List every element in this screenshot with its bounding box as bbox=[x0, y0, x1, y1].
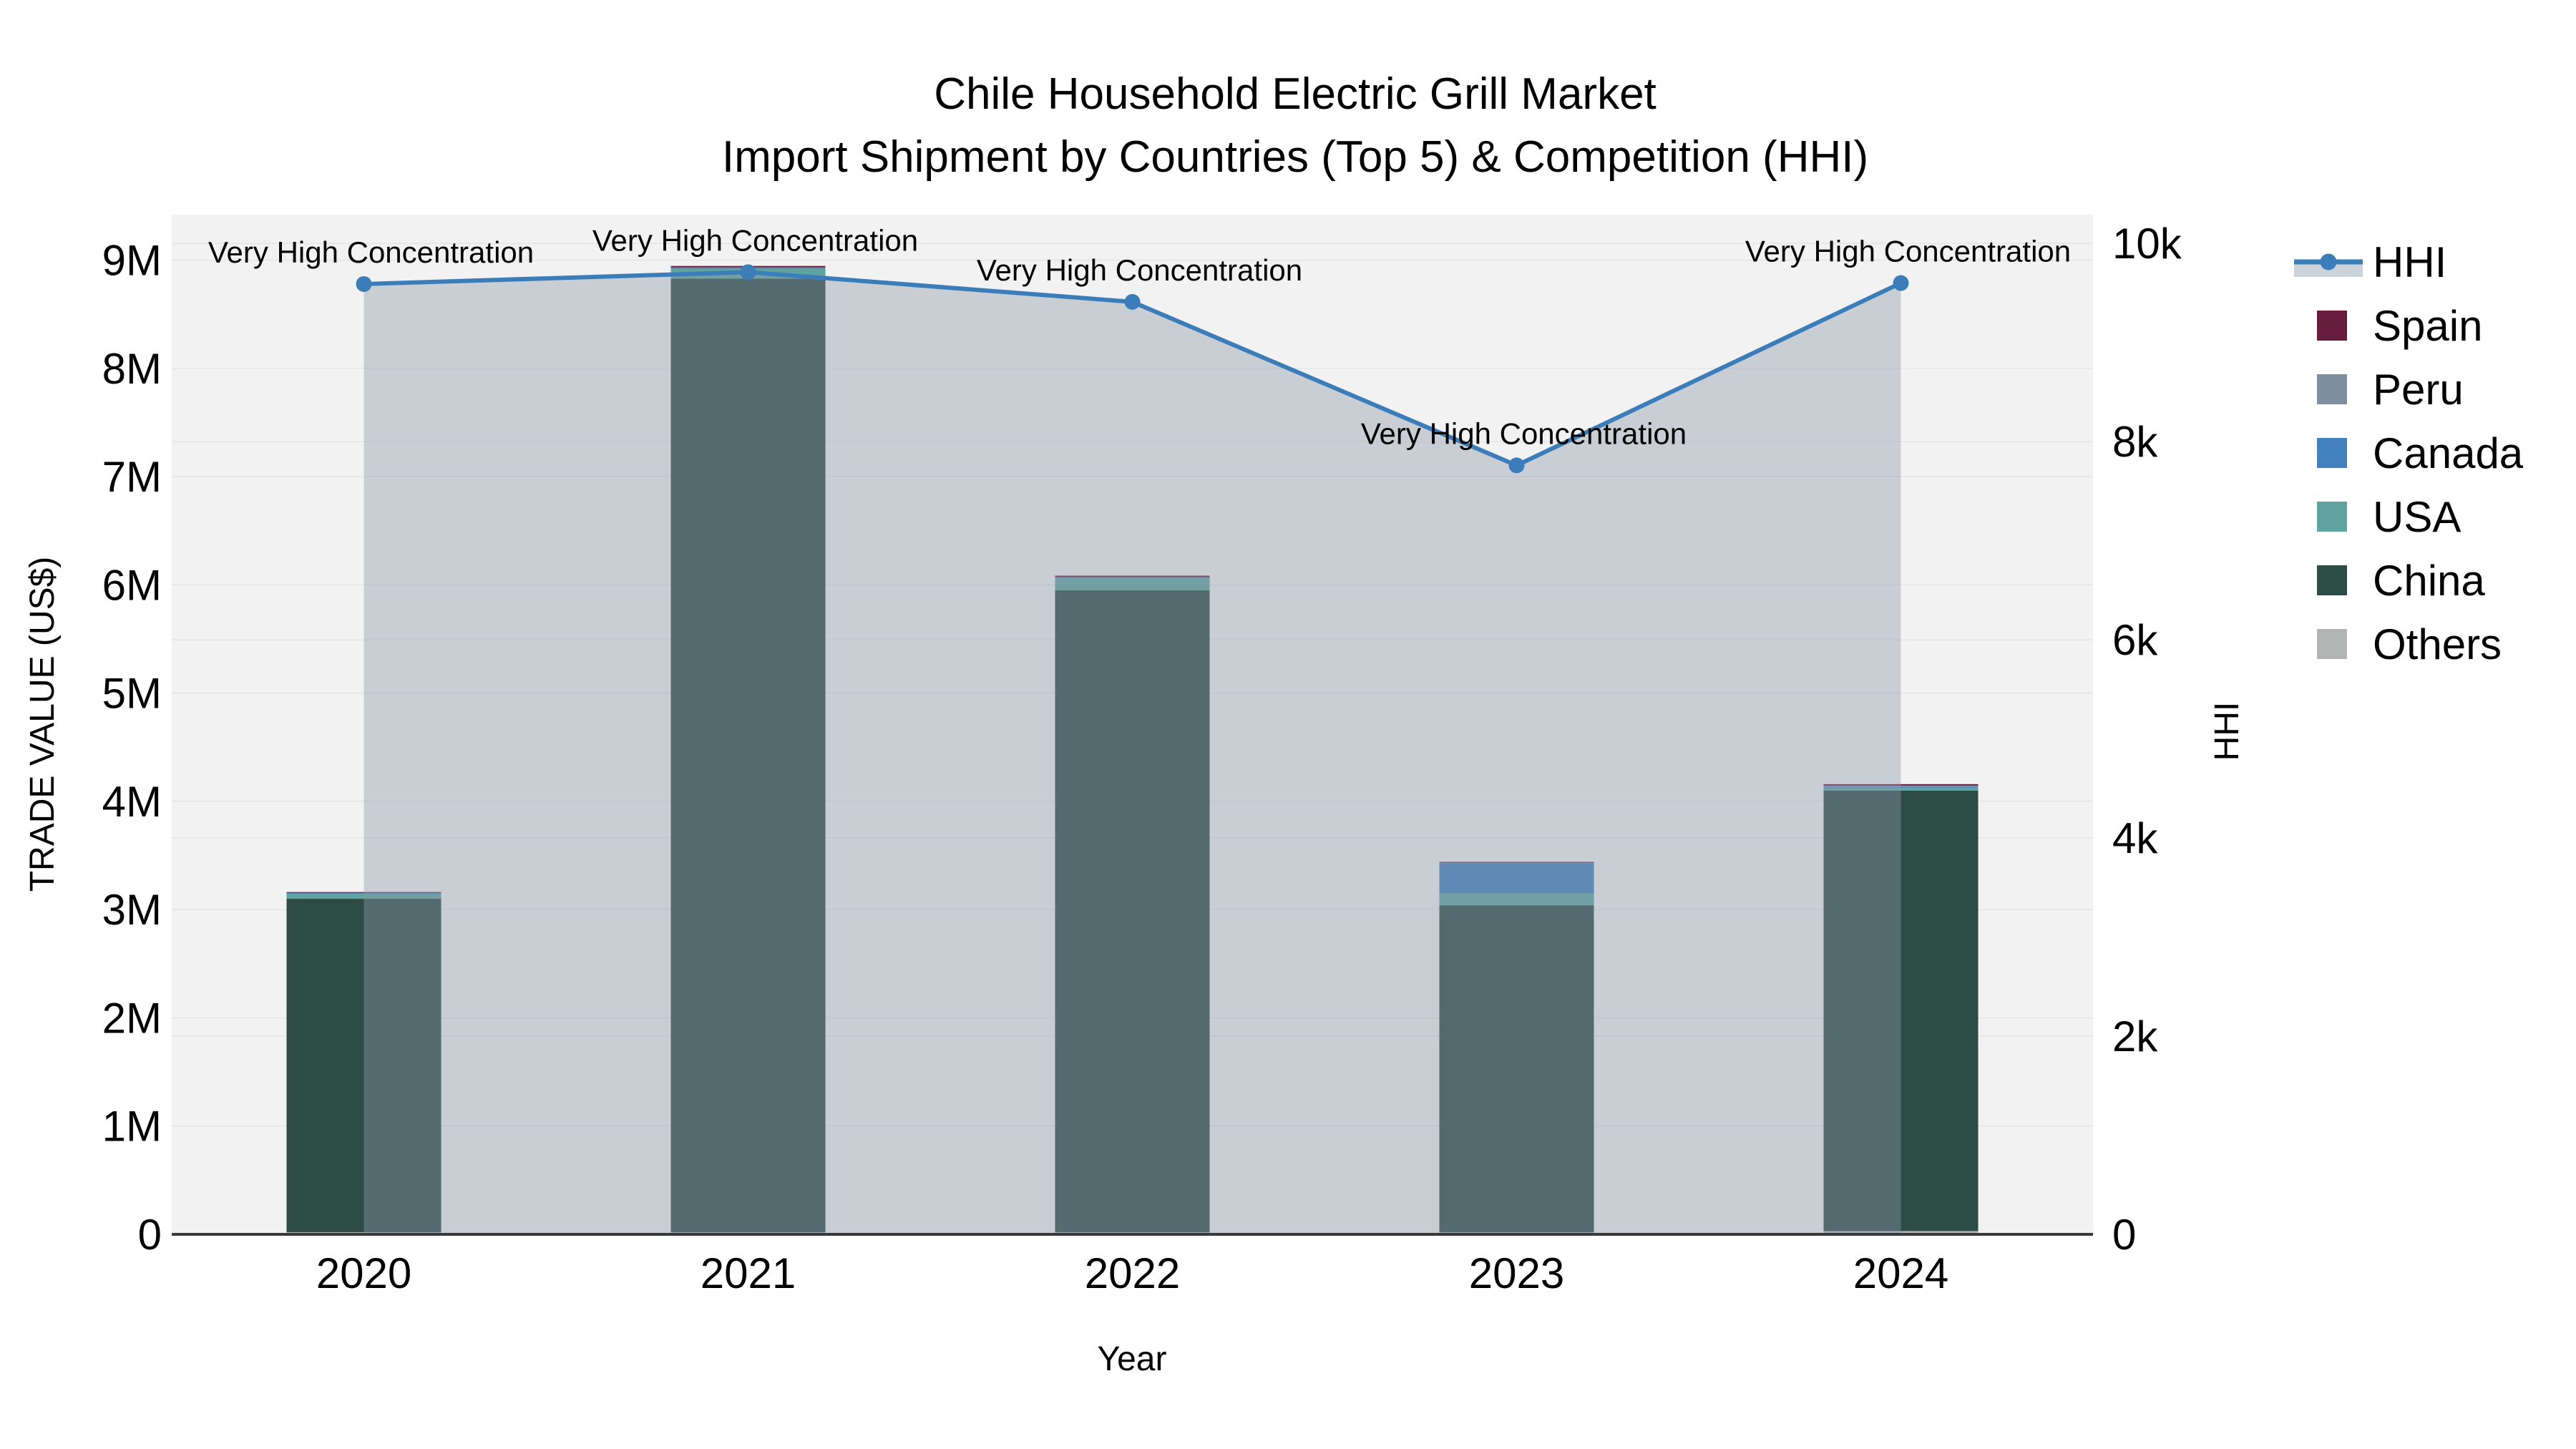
legend-item-usa[interactable]: USA bbox=[2317, 493, 2461, 541]
annotation-2024: Very High Concentration bbox=[1745, 235, 2071, 268]
legend-label-canada: Canada bbox=[2373, 429, 2524, 477]
x-tick-label-2020: 2020 bbox=[316, 1249, 411, 1297]
legend-label-spain: Spain bbox=[2373, 302, 2482, 350]
legend-swatch-spain bbox=[2317, 311, 2347, 341]
legend-item-canada[interactable]: Canada bbox=[2317, 429, 2524, 477]
hhi-marker-2024[interactable] bbox=[1893, 275, 1909, 291]
y-left-tick-label: 3M bbox=[102, 886, 162, 934]
hhi-area-fill bbox=[364, 272, 1901, 1235]
bar-segment-peru-2024[interactable] bbox=[1823, 785, 1979, 787]
y-left-tick-label: 9M bbox=[102, 237, 162, 285]
bar-segment-china-2021[interactable] bbox=[670, 278, 826, 1232]
y-left-tick-label: 1M bbox=[102, 1103, 162, 1151]
bar-segment-china-2023[interactable] bbox=[1439, 905, 1594, 1232]
x-axis-title: Year bbox=[1098, 1340, 1167, 1378]
bar-segment-peru-2023[interactable] bbox=[1439, 862, 1594, 864]
x-tick-label-2021: 2021 bbox=[701, 1249, 796, 1297]
y-right-tick-label: 6k bbox=[2112, 616, 2158, 664]
legend-item-china[interactable]: China bbox=[2317, 557, 2485, 605]
bar-segment-spain-2024[interactable] bbox=[1823, 784, 1979, 786]
bar-segment-spain-2022[interactable] bbox=[1055, 575, 1210, 577]
legend-label-china: China bbox=[2373, 557, 2485, 605]
chart-title-line1: Chile Household Electric Grill Market bbox=[934, 69, 1657, 119]
x-tick-label-2023: 2023 bbox=[1469, 1249, 1564, 1297]
legend-label-hhi: HHI bbox=[2373, 238, 2446, 286]
bar-segment-canada-2022[interactable] bbox=[1055, 577, 1210, 579]
x-tick-label-2024: 2024 bbox=[1853, 1249, 1948, 1297]
legend-swatch-china bbox=[2317, 565, 2347, 595]
y-left-tick-label: 0 bbox=[138, 1211, 162, 1259]
chart-title-line2: Import Shipment by Countries (Top 5) & C… bbox=[722, 132, 1868, 182]
legend-label-others: Others bbox=[2373, 620, 2502, 668]
hhi-marker-2020[interactable] bbox=[356, 275, 372, 292]
legend-swatch-peru bbox=[2317, 374, 2347, 404]
bar-segment-canada-2023[interactable] bbox=[1439, 863, 1594, 894]
bar-segment-china-2024[interactable] bbox=[1823, 790, 1979, 1231]
legend-swatch-others bbox=[2317, 629, 2347, 659]
legend-item-peru[interactable]: Peru bbox=[2317, 366, 2464, 414]
y-left-tick-label: 7M bbox=[102, 453, 162, 501]
bar-segment-usa-2023[interactable] bbox=[1439, 893, 1594, 906]
legend-label-peru: Peru bbox=[2373, 366, 2464, 414]
y-left-tick-label: 2M bbox=[102, 994, 162, 1042]
y-right-tick-label: 4k bbox=[2112, 814, 2158, 862]
legend-swatch-usa bbox=[2317, 502, 2347, 532]
y-left-tick-label: 5M bbox=[102, 670, 162, 718]
hhi-marker-2022[interactable] bbox=[1124, 293, 1141, 310]
y-left-tick-label: 4M bbox=[102, 778, 162, 826]
legend-item-hhi[interactable]: HHI bbox=[2294, 238, 2446, 286]
plot-group: 0 1M 2M 3M 4M 5M 6M 7M 8M 9M 0 2k 4k 6k 8k 10k 2020 2021 2… bbox=[102, 215, 2182, 1297]
y-right-tick-label: 10k bbox=[2112, 220, 2182, 268]
legend-item-others[interactable]: Others bbox=[2317, 620, 2502, 668]
bar-segment-others-2024[interactable] bbox=[1823, 1231, 1979, 1234]
annotation-2020: Very High Concentration bbox=[208, 235, 534, 269]
hhi-marker-2023[interactable] bbox=[1508, 457, 1525, 474]
legend-swatch-canada bbox=[2317, 438, 2347, 468]
bar-segment-usa-2024[interactable] bbox=[1823, 787, 1979, 791]
bar-segment-peru-2020[interactable] bbox=[286, 892, 441, 894]
y-right-tick-label: 0 bbox=[2112, 1211, 2136, 1259]
y-right-tick-label: 2k bbox=[2112, 1013, 2158, 1060]
bar-segment-usa-2020[interactable] bbox=[286, 894, 441, 899]
bar-segment-canada-2020[interactable] bbox=[286, 892, 441, 894]
annotation-2023: Very High Concentration bbox=[1361, 416, 1687, 450]
bar-segment-china-2022[interactable] bbox=[1055, 590, 1210, 1232]
y-left-axis-title: TRADE VALUE (US$) bbox=[24, 557, 62, 892]
x-tick-label-2022: 2022 bbox=[1085, 1249, 1180, 1297]
annotation-2022: Very High Concentration bbox=[977, 253, 1302, 287]
legend-item-spain[interactable]: Spain bbox=[2317, 302, 2482, 350]
bar-segment-china-2020[interactable] bbox=[286, 899, 441, 1232]
y-left-tick-label: 8M bbox=[102, 345, 162, 393]
bar-segment-canada-2024[interactable] bbox=[1823, 786, 1979, 788]
bar-segment-usa-2022[interactable] bbox=[1055, 578, 1210, 590]
legend-label-usa: USA bbox=[2373, 493, 2461, 541]
y-left-tick-label: 6M bbox=[102, 561, 162, 609]
legend: HHI Spain Peru Canada USA China Others bbox=[2294, 238, 2524, 668]
y-right-axis-title: HHI bbox=[2208, 702, 2246, 761]
y-right-tick-label: 8k bbox=[2112, 418, 2158, 466]
annotation-2021: Very High Concentration bbox=[592, 223, 918, 257]
hhi-marker-2021[interactable] bbox=[740, 264, 756, 280]
bar-segment-spain-2020[interactable] bbox=[286, 892, 441, 893]
legend-hhi-marker-sample bbox=[2320, 253, 2337, 270]
